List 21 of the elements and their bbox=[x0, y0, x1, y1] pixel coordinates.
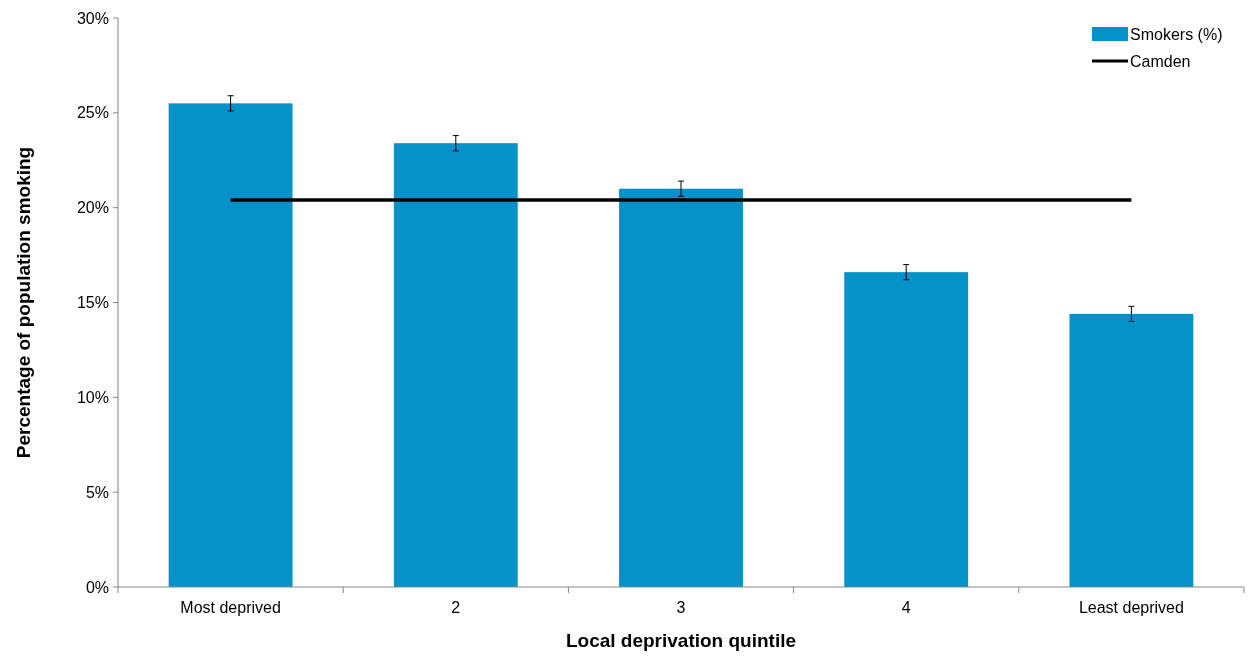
bar bbox=[1069, 313, 1194, 587]
bar bbox=[168, 103, 293, 587]
x-tick-label: 4 bbox=[901, 599, 911, 616]
bar bbox=[844, 272, 969, 587]
y-tick-label: 5% bbox=[85, 483, 109, 501]
y-tick-label: 15% bbox=[76, 294, 109, 312]
bar bbox=[619, 188, 743, 587]
y-tick-label: 10% bbox=[76, 388, 109, 406]
x-tick-label: Least deprived bbox=[1078, 599, 1184, 616]
y-tick-label: 25% bbox=[76, 104, 109, 122]
x-tick-label: Most deprived bbox=[180, 599, 281, 616]
y-tick-label: 0% bbox=[85, 578, 109, 596]
x-tick-label: 2 bbox=[451, 599, 461, 616]
legend-label: Smokers (%) bbox=[1130, 25, 1223, 43]
y-tick-label: 20% bbox=[76, 199, 109, 217]
x-axis-title: Local deprivation quintile bbox=[565, 630, 797, 651]
x-tick-label: 3 bbox=[676, 599, 686, 616]
bar bbox=[393, 143, 518, 587]
y-tick-label: 30% bbox=[76, 9, 109, 27]
legend-label: Camden bbox=[1130, 52, 1191, 70]
y-axis-title: Percentage of population smoking bbox=[13, 146, 34, 459]
